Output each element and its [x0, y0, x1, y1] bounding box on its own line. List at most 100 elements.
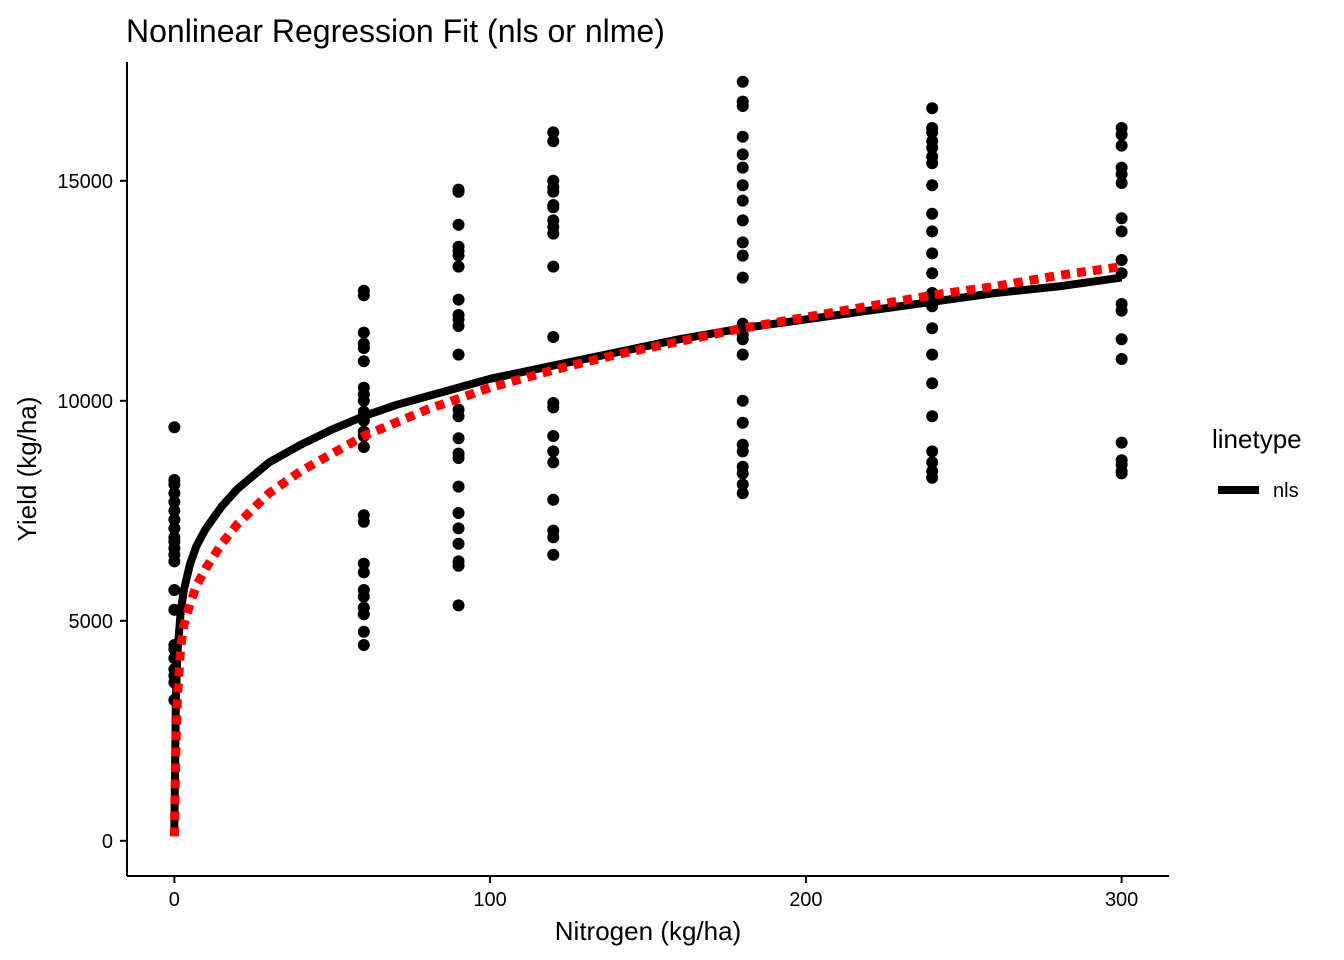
legend: linetype nls: [1212, 424, 1302, 502]
data-point: [452, 218, 465, 231]
data-point: [926, 267, 939, 280]
x-tick-label: 0: [169, 889, 180, 911]
data-point: [1115, 128, 1128, 141]
x-axis-title: Nitrogen (kg/ha): [555, 916, 741, 946]
data-point: [736, 416, 749, 429]
legend-label-nls: nls: [1273, 480, 1299, 502]
data-point: [1115, 177, 1128, 189]
data-point: [926, 471, 939, 484]
data-point: [452, 410, 465, 423]
data-point: [926, 247, 939, 260]
data-point: [357, 289, 370, 302]
data-point: [736, 478, 749, 491]
data-point: [452, 522, 465, 535]
data-point: [452, 260, 465, 273]
y-axis-ticks: 0 5000 10000 15000: [57, 171, 127, 853]
data-point: [547, 331, 560, 343]
y-tick-label: 0: [102, 831, 113, 853]
data-point: [452, 249, 465, 262]
data-point: [547, 260, 560, 273]
data-point: [357, 608, 370, 621]
data-point: [547, 135, 560, 148]
data-point: [1115, 225, 1128, 238]
legend-title: linetype: [1212, 424, 1302, 454]
data-point: [357, 566, 370, 579]
data-point: [168, 584, 181, 596]
y-tick-label: 5000: [69, 611, 114, 633]
data-point: [736, 100, 749, 112]
data-point: [452, 293, 465, 306]
data-point: [357, 394, 370, 407]
data-point: [547, 126, 560, 139]
data-point: [168, 522, 181, 535]
data-point: [736, 271, 749, 284]
data-point: [452, 432, 465, 445]
data-point: [357, 355, 370, 368]
chart-title: Nonlinear Regression Fit (nls or nlme): [126, 13, 665, 49]
data-point: [736, 348, 749, 361]
data-point: [736, 394, 749, 407]
x-axis-ticks: 0 100 200 300: [169, 876, 1138, 911]
data-point: [926, 377, 939, 390]
data-point: [1115, 353, 1128, 365]
data-point: [547, 548, 560, 561]
data-point: [357, 342, 370, 354]
data-point: [357, 441, 370, 453]
data-point: [452, 320, 465, 332]
data-point: [926, 157, 939, 170]
data-point: [452, 348, 465, 361]
y-axis-title: Yield (kg/ha): [12, 397, 42, 542]
data-point: [736, 148, 749, 161]
data-point: [168, 487, 181, 500]
data-point: [357, 639, 370, 651]
data-point: [452, 480, 465, 493]
data-point: [1115, 168, 1128, 181]
data-point: [452, 537, 465, 550]
data-point: [1115, 436, 1128, 449]
plot-lines: [169, 262, 1123, 837]
data-point: [168, 504, 181, 517]
data-point: [452, 185, 465, 198]
data-point: [926, 322, 939, 335]
data-point: [1115, 467, 1128, 480]
data-point: [926, 141, 939, 154]
data-point: [168, 478, 181, 491]
data-point: [926, 348, 939, 361]
data-point: [168, 421, 181, 434]
data-point: [736, 487, 749, 500]
data-point: [547, 185, 560, 198]
data-point: [168, 555, 181, 568]
data-point: [736, 249, 749, 262]
plot-points: [168, 75, 1128, 706]
data-point: [168, 513, 181, 526]
data-point: [357, 326, 370, 339]
data-point: [452, 507, 465, 519]
data-point: [736, 130, 749, 143]
data-point: [357, 557, 370, 570]
data-point: [547, 201, 560, 214]
data-point: [926, 207, 939, 220]
data-point: [926, 445, 939, 458]
data-point: [736, 75, 749, 88]
data-point: [926, 102, 939, 115]
data-point: [1115, 333, 1128, 346]
data-point: [547, 531, 560, 544]
data-point: [736, 333, 749, 346]
data-point: [452, 452, 465, 464]
data-point: [736, 179, 749, 192]
data-point: [357, 590, 370, 603]
data-point: [1115, 254, 1128, 266]
data-point: [1115, 304, 1128, 317]
data-point: [547, 430, 560, 442]
data-point: [547, 493, 560, 506]
x-tick-label: 300: [1105, 889, 1138, 911]
data-point: [926, 456, 939, 469]
data-point: [452, 599, 465, 612]
data-point: [926, 126, 939, 139]
data-point: [547, 445, 560, 458]
data-point: [736, 214, 749, 227]
data-point: [547, 227, 560, 240]
x-tick-label: 200: [789, 889, 822, 911]
